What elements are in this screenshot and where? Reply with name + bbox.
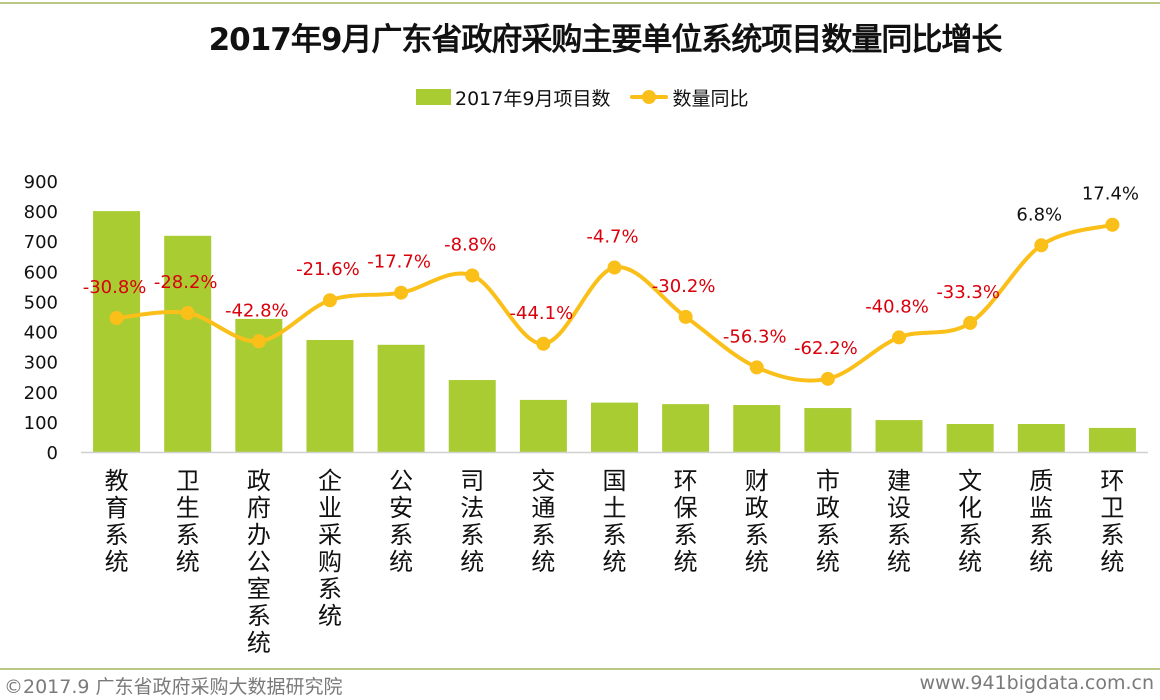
bar <box>733 405 781 452</box>
data-label: 6.8% <box>1016 204 1062 225</box>
y-tick-label: 400 <box>24 323 58 344</box>
data-label: -17.7% <box>367 252 431 273</box>
line-point <box>749 360 764 375</box>
legend-item-bars: 2017年9月项目数 <box>416 84 610 111</box>
legend-bar-swatch-icon <box>416 89 451 105</box>
line-point <box>465 268 480 283</box>
footer-copyright: ©2017.9 广东省政府采购大数据研究院 <box>4 676 343 698</box>
bar <box>662 404 710 452</box>
bar <box>519 399 567 452</box>
data-label: -28.2% <box>154 272 218 293</box>
bar <box>946 423 994 452</box>
y-tick-label: 900 <box>24 172 58 193</box>
y-tick-label: 200 <box>24 383 58 404</box>
bar <box>1088 427 1136 452</box>
footer-rule <box>0 668 1160 670</box>
data-label: -33.3% <box>936 282 1000 303</box>
x-tick-label: 文化系统 <box>958 467 983 576</box>
line-point <box>180 306 195 321</box>
data-label: -62.2% <box>794 338 858 359</box>
data-label: -44.1% <box>510 303 574 324</box>
x-tick-label: 教育系统 <box>104 467 129 576</box>
y-tick-label: 300 <box>24 353 58 374</box>
line-point <box>394 285 409 300</box>
legend-line-dot <box>642 90 657 104</box>
bar <box>377 344 425 452</box>
line-point <box>678 309 693 324</box>
x-tick-label: 环卫系统 <box>1100 467 1125 576</box>
data-label: 17.4% <box>1082 184 1139 205</box>
y-tick-label: 600 <box>24 262 58 283</box>
bar <box>875 420 923 452</box>
data-label: -56.3% <box>723 326 787 347</box>
line-point <box>251 334 266 349</box>
legend-bar-label: 2017年9月项目数 <box>455 87 611 110</box>
x-tick-label: 建设系统 <box>887 467 912 576</box>
y-axis: 0 100 200 300 400 500 600 700 800 900 <box>24 172 58 464</box>
line-point <box>322 293 337 308</box>
x-tick-label: 公安系统 <box>389 467 414 576</box>
line-series <box>109 217 1120 386</box>
data-label: -30.2% <box>652 276 716 297</box>
x-tick-label: 财政系统 <box>744 467 769 576</box>
bar <box>448 380 496 452</box>
x-tick-label: 质监系统 <box>1029 467 1054 576</box>
bar <box>164 235 212 452</box>
line-point <box>820 371 835 386</box>
y-tick-label: 100 <box>24 413 58 434</box>
line-point <box>963 315 978 330</box>
data-label: -42.8% <box>225 300 289 321</box>
x-tick-label: 企业采购系统 <box>317 467 342 630</box>
line-point <box>109 311 124 326</box>
y-tick-label: 500 <box>24 292 58 313</box>
line-point <box>536 336 551 351</box>
bar <box>591 402 638 452</box>
line-point <box>1034 238 1049 253</box>
bar <box>93 211 141 452</box>
footer-website: www.941bigdata.com.cn <box>919 672 1154 694</box>
legend-item-line: 数量同比 <box>610 84 748 111</box>
bar <box>804 408 852 452</box>
data-label: -4.7% <box>586 227 638 248</box>
x-tick-label: 国土系统 <box>602 467 627 576</box>
data-label: -8.8% <box>444 234 496 255</box>
x-tick-label: 交通系统 <box>531 467 556 576</box>
top-rule <box>0 2 1160 4</box>
legend-line-marker-icon <box>630 89 669 105</box>
y-tick-label: 700 <box>24 232 58 253</box>
data-label: -40.8% <box>865 296 929 317</box>
data-label: -21.6% <box>296 259 360 280</box>
legend: 2017年9月项目数 数量同比 <box>416 84 748 110</box>
line-point <box>607 260 622 275</box>
x-tick-label: 环保系统 <box>673 467 698 576</box>
bar <box>1017 423 1065 452</box>
x-tick-label: 卫生系统 <box>175 467 200 576</box>
data-label: -30.8% <box>83 277 147 298</box>
x-tick-label: 市政系统 <box>815 467 840 576</box>
line-point <box>892 330 907 345</box>
y-tick-label: 800 <box>24 202 58 223</box>
x-tick-label: 政府办公室系统 <box>246 467 271 657</box>
line-point <box>1105 217 1120 232</box>
x-tick-label: 司法系统 <box>460 467 485 576</box>
chart-title: 2017年9月广东省政府采购主要单位系统项目数量同比增长 <box>208 22 1003 58</box>
y-tick-label: 0 <box>47 443 58 464</box>
legend-line-label: 数量同比 <box>672 87 749 110</box>
data-labels: -30.8% -28.2% -42.8% -21.6% -17.7% -8.8% -44.1… <box>83 184 1139 359</box>
bar <box>306 339 354 452</box>
